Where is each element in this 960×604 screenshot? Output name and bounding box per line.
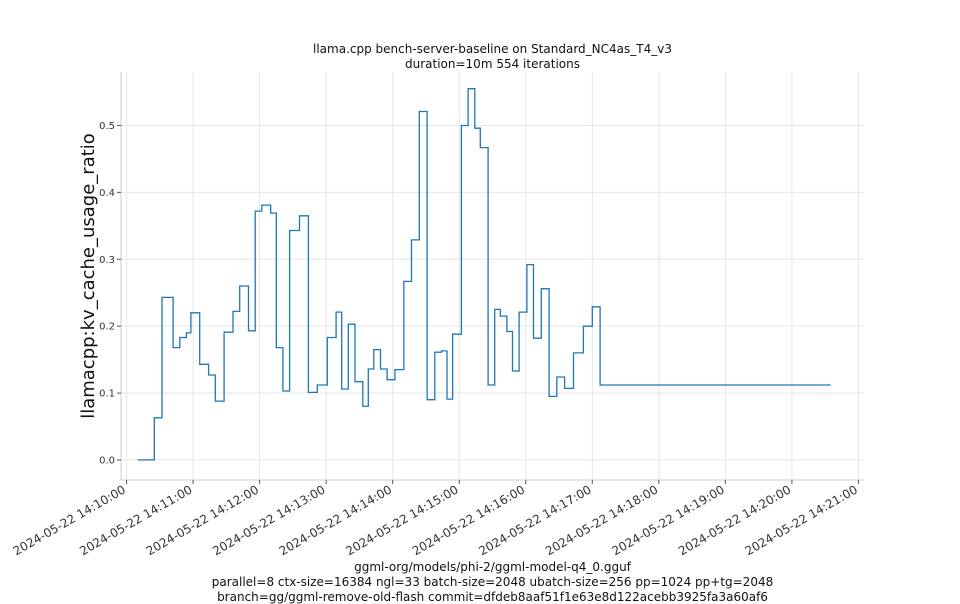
series-line [137, 88, 831, 461]
x-tick-label: 2024-05-22 14:16:00 [410, 482, 527, 558]
x-tick-label: 2024-05-22 14:14:00 [277, 482, 394, 558]
y-tick-label: 0.5 [99, 121, 115, 132]
x-tick-label: 2024-05-22 14:15:00 [343, 482, 460, 558]
x-tick-label: 2024-05-22 14:11:00 [77, 482, 194, 558]
x-tick-label: 2024-05-22 14:18:00 [543, 482, 660, 558]
footer-branch: branch=gg/ggml-remove-old-flash commit=d… [217, 590, 768, 604]
x-tick-label: 2024-05-22 14:17:00 [476, 482, 593, 558]
chart-title: llama.cpp bench-server-baseline on Stand… [313, 42, 672, 56]
x-tick-label: 2024-05-22 14:10:00 [11, 482, 128, 558]
y-tick-label: 0.0 [99, 455, 115, 466]
y-axis-label: llamacpp:kv_cache_usage_ratio [78, 133, 99, 419]
y-tick-label: 0.2 [99, 322, 115, 333]
y-tick-label: 0.1 [99, 389, 115, 400]
chart-subtitle: duration=10m 554 iterations [405, 57, 580, 71]
x-tick-label: 2024-05-22 14:20:00 [676, 482, 793, 558]
footer-model: ggml-org/models/phi-2/ggml-model-q4_0.gg… [354, 560, 631, 574]
footer-params: parallel=8 ctx-size=16384 ngl=33 batch-s… [211, 575, 774, 589]
x-tick-label: 2024-05-22 14:12:00 [144, 482, 261, 558]
x-tick-label: 2024-05-22 14:19:00 [610, 482, 727, 558]
y-tick-label: 0.3 [99, 255, 115, 266]
y-tick-label: 0.4 [99, 188, 115, 199]
x-tick-label: 2024-05-22 14:13:00 [210, 482, 327, 558]
x-tick-label: 2024-05-22 14:21:00 [743, 482, 860, 558]
